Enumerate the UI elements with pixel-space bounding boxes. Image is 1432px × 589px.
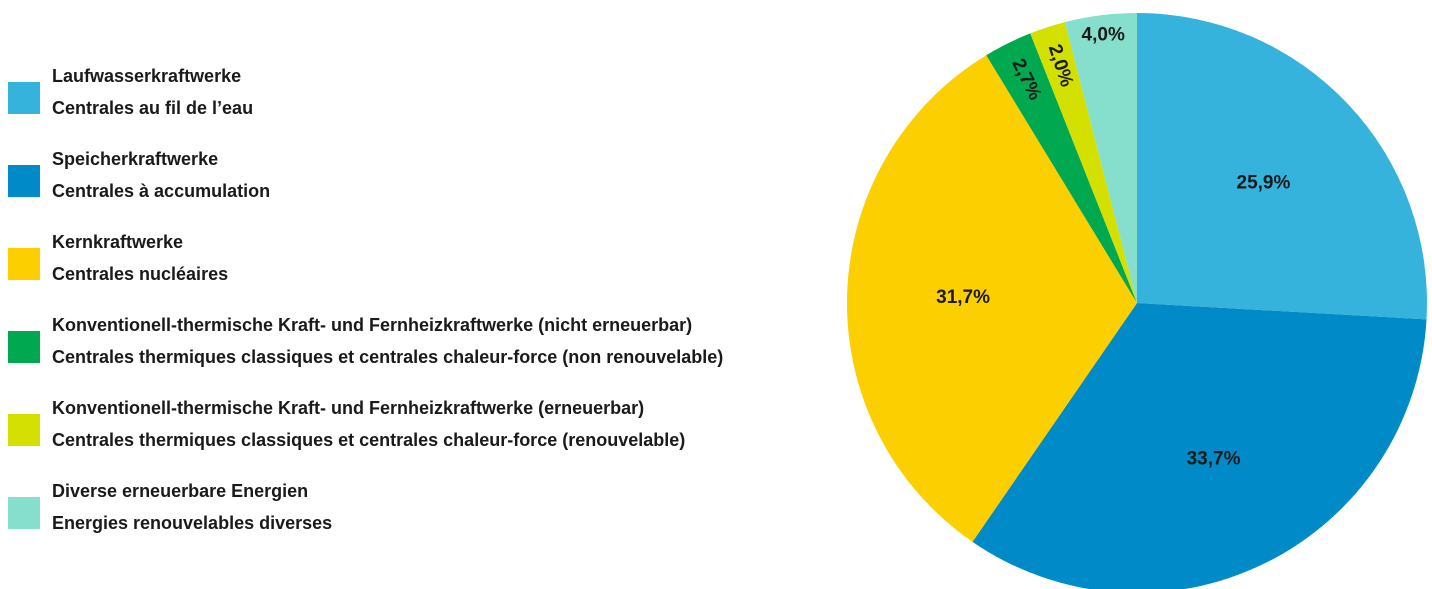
legend-swatch (8, 414, 40, 446)
legend-label: Centrales thermiques classiques et centr… (52, 347, 723, 367)
legend-label: Konventionell-thermische Kraft- und Fern… (52, 398, 644, 418)
pie-slice (1137, 13, 1427, 320)
legend-swatch (8, 248, 40, 280)
legend-swatch (8, 331, 40, 363)
pie-slice (986, 33, 1137, 304)
pie-slice (1064, 13, 1137, 303)
legend-label: Speicherkraftwerke (52, 149, 218, 169)
legend-label: Centrales à accumulation (52, 181, 270, 201)
legend-label: Diverse erneuerbare Energien (52, 481, 308, 501)
slice-label: 4,0% (1082, 24, 1125, 45)
legend-label: Laufwasserkraftwerke (52, 66, 241, 86)
legend-label: Konventionell-thermische Kraft- und Fern… (52, 315, 692, 335)
legend-label: Centrales nucléaires (52, 264, 228, 284)
pie-slice (1030, 22, 1137, 304)
pie-slice (847, 55, 1137, 542)
slice-label: 31,7% (936, 287, 990, 308)
legend-swatch (8, 82, 40, 114)
legend-swatch (8, 165, 40, 197)
legend-label: Centrales au fil de l’eau (52, 98, 253, 118)
legend-label: Energies renouvelables diverses (52, 513, 332, 533)
legend-label: Centrales thermiques classiques et centr… (52, 430, 685, 450)
slice-label: 33,7% (1187, 448, 1241, 469)
slice-label: 25,9% (1237, 173, 1291, 194)
legend-swatch (8, 497, 40, 529)
legend-label: Kernkraftwerke (52, 232, 183, 252)
pie-slice (972, 303, 1427, 589)
